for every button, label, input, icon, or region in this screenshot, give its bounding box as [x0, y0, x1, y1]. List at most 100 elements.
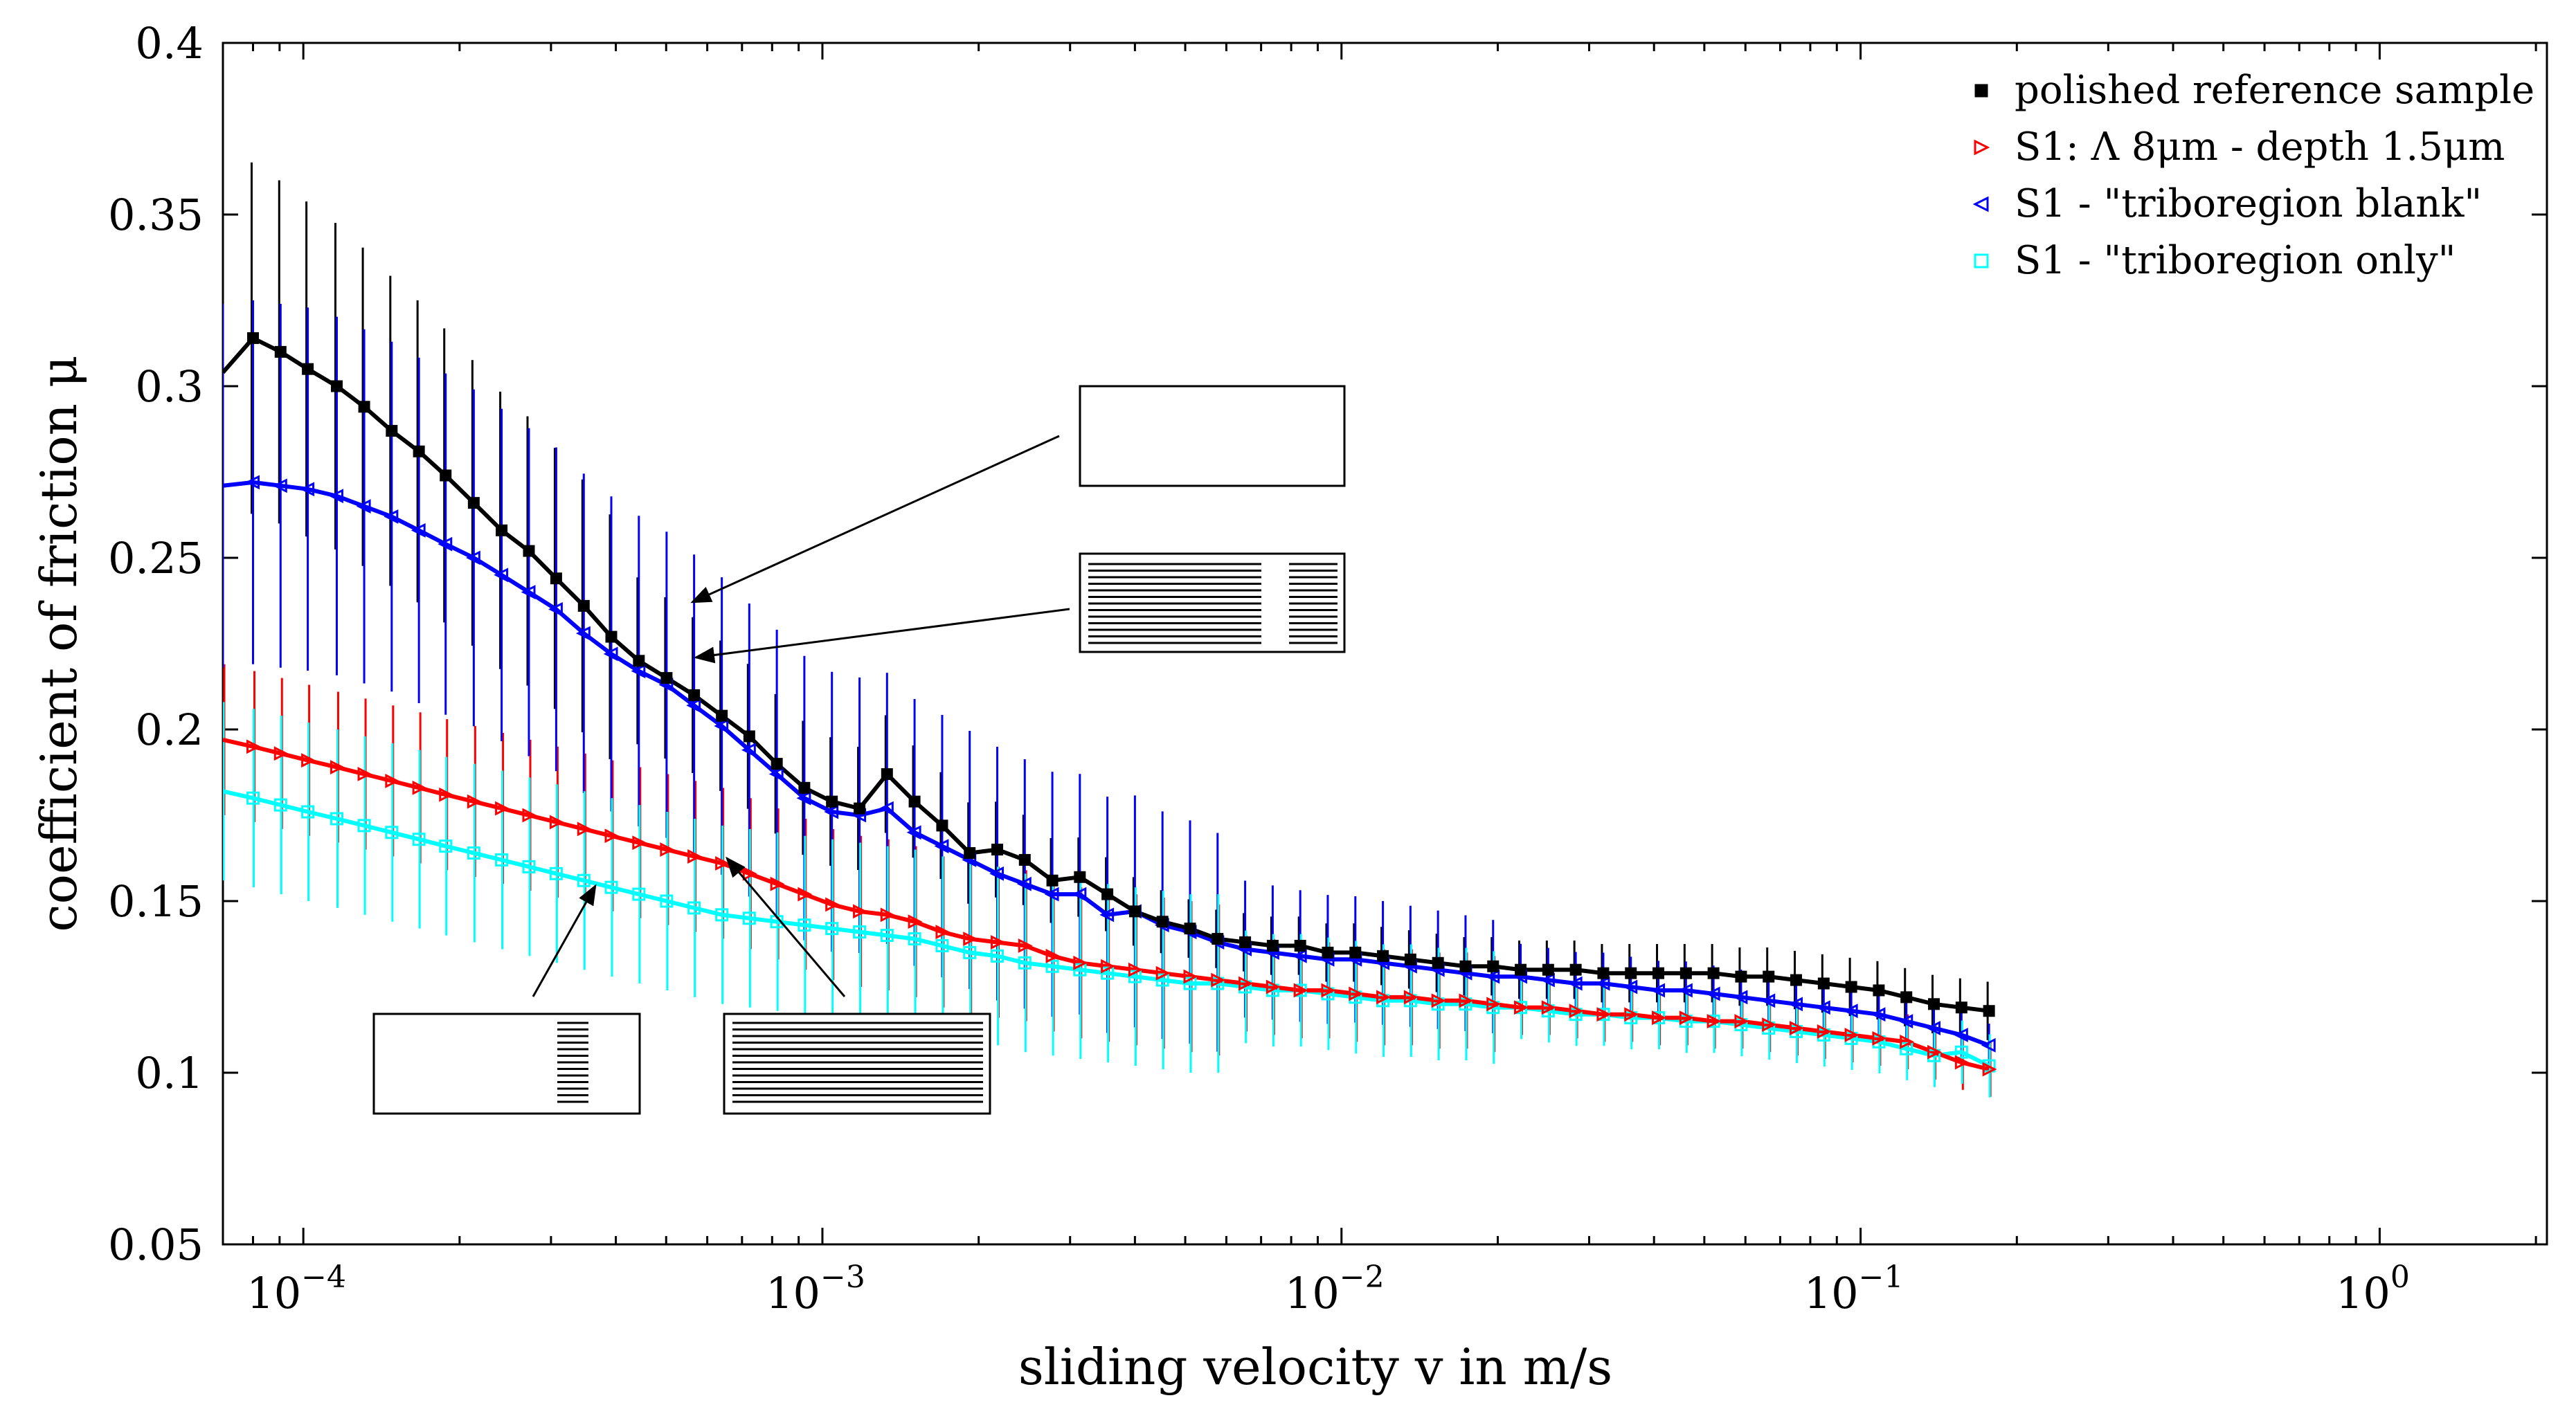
data-point: [1974, 253, 1989, 269]
data-point: [1072, 887, 1087, 902]
data-point: [577, 821, 592, 837]
x-tick-label: 10−3: [766, 1260, 865, 1318]
data-point: [1293, 983, 1308, 998]
data-point: [825, 897, 840, 912]
x-axis: 10−4 10−3 10−2 10−1 100: [222, 43, 2537, 1318]
data-point: [1485, 969, 1500, 984]
legend-entry: S1 - "triboregion only": [2015, 238, 2456, 283]
data-point: [246, 739, 261, 754]
data-point: [686, 698, 701, 713]
data-point: [768, 767, 784, 781]
data-point: [272, 478, 287, 493]
data-point: [1349, 946, 1362, 959]
data-point: [1790, 974, 1803, 986]
data-point: [936, 819, 948, 832]
data-point: [1239, 976, 1253, 991]
data-point: [439, 787, 454, 802]
data-point: [798, 918, 811, 932]
data-point: [1128, 905, 1141, 918]
data-point: [1733, 990, 1748, 1005]
data-point: [714, 718, 729, 734]
data-point: [1155, 965, 1171, 981]
data-point: [467, 846, 480, 860]
x-axis-title: sliding velocity v in m/s: [1018, 1338, 1612, 1396]
data-point: [963, 932, 978, 946]
data-point: [330, 380, 343, 392]
data-point: [1597, 967, 1610, 979]
data-point: [1845, 981, 1857, 993]
data-point: [687, 849, 702, 864]
data-point: [1044, 887, 1059, 902]
data-point: [935, 938, 949, 952]
data-point: [1679, 1010, 1694, 1026]
data-point: [1624, 1007, 1639, 1022]
data-point: [330, 760, 345, 774]
y-tick-label: 0.35: [108, 190, 204, 240]
data-point: [1016, 876, 1032, 891]
data-point: [1871, 1007, 1886, 1022]
data-point: [495, 853, 509, 866]
data-point: [329, 489, 343, 504]
data-point: [549, 866, 563, 880]
data-point: [1569, 963, 1582, 976]
data-point: [548, 601, 563, 617]
legend: polished reference sample S1: Λ 8μm - dep…: [1972, 68, 2534, 283]
data-point: [1239, 936, 1252, 949]
data-point: [412, 833, 426, 846]
series-line: [223, 480, 1990, 1048]
data-point: [1211, 972, 1226, 988]
data-point: [1926, 1021, 1941, 1035]
data-point: [1679, 967, 1692, 979]
data-point: [413, 445, 425, 457]
data-point: [1898, 1014, 1913, 1029]
data-point: [660, 894, 674, 908]
data-point: [1487, 960, 1499, 972]
data-point: [1184, 923, 1196, 935]
data-point: [274, 345, 287, 358]
data-point: [1955, 1001, 1967, 1014]
x-tick-label: 10−2: [1285, 1260, 1385, 1318]
data-point: [438, 536, 453, 552]
data-point: [770, 876, 785, 891]
data-point: [1459, 960, 1472, 972]
data-point: [853, 904, 867, 919]
legend-entry: S1: Λ 8μm - depth 1.5μm: [2015, 125, 2505, 170]
data-point: [496, 524, 508, 536]
series-line: [223, 737, 1990, 1071]
data-point: [301, 805, 315, 819]
data-point: [1073, 955, 1088, 970]
data-point: [908, 795, 921, 808]
data-point: [1623, 979, 1638, 995]
data-point: [1790, 1021, 1804, 1035]
data-point: [1650, 983, 1666, 998]
data-point: [523, 545, 535, 557]
data-point: [1183, 977, 1197, 990]
y-tick-label: 0.25: [108, 533, 204, 583]
data-point: [1212, 933, 1224, 945]
data-point: [466, 550, 480, 565]
data-point: [1292, 948, 1307, 963]
data-point: [384, 509, 399, 524]
data-point: [1954, 1055, 1970, 1070]
data-point: [1567, 976, 1583, 991]
data-point: [1983, 1005, 1995, 1017]
data-point: [633, 655, 645, 667]
data-point: [357, 819, 371, 833]
data-point: [1707, 967, 1720, 979]
data-point: [934, 839, 949, 854]
data-point: [1873, 984, 1885, 997]
data-point: [1625, 967, 1637, 979]
data-point: [1073, 963, 1087, 977]
data-point: [1900, 1042, 1913, 1055]
data-point: [1972, 196, 1989, 212]
data-point: [908, 932, 921, 946]
data-point: [1900, 1034, 1915, 1049]
data-point: [439, 839, 453, 853]
data-point: [440, 469, 452, 482]
data-point: [603, 646, 618, 662]
data-point: [991, 949, 1005, 963]
data-point: [1981, 1037, 1996, 1053]
data-point: [273, 798, 287, 812]
data-point: [1045, 948, 1061, 963]
data-point: [1982, 1062, 1997, 1077]
